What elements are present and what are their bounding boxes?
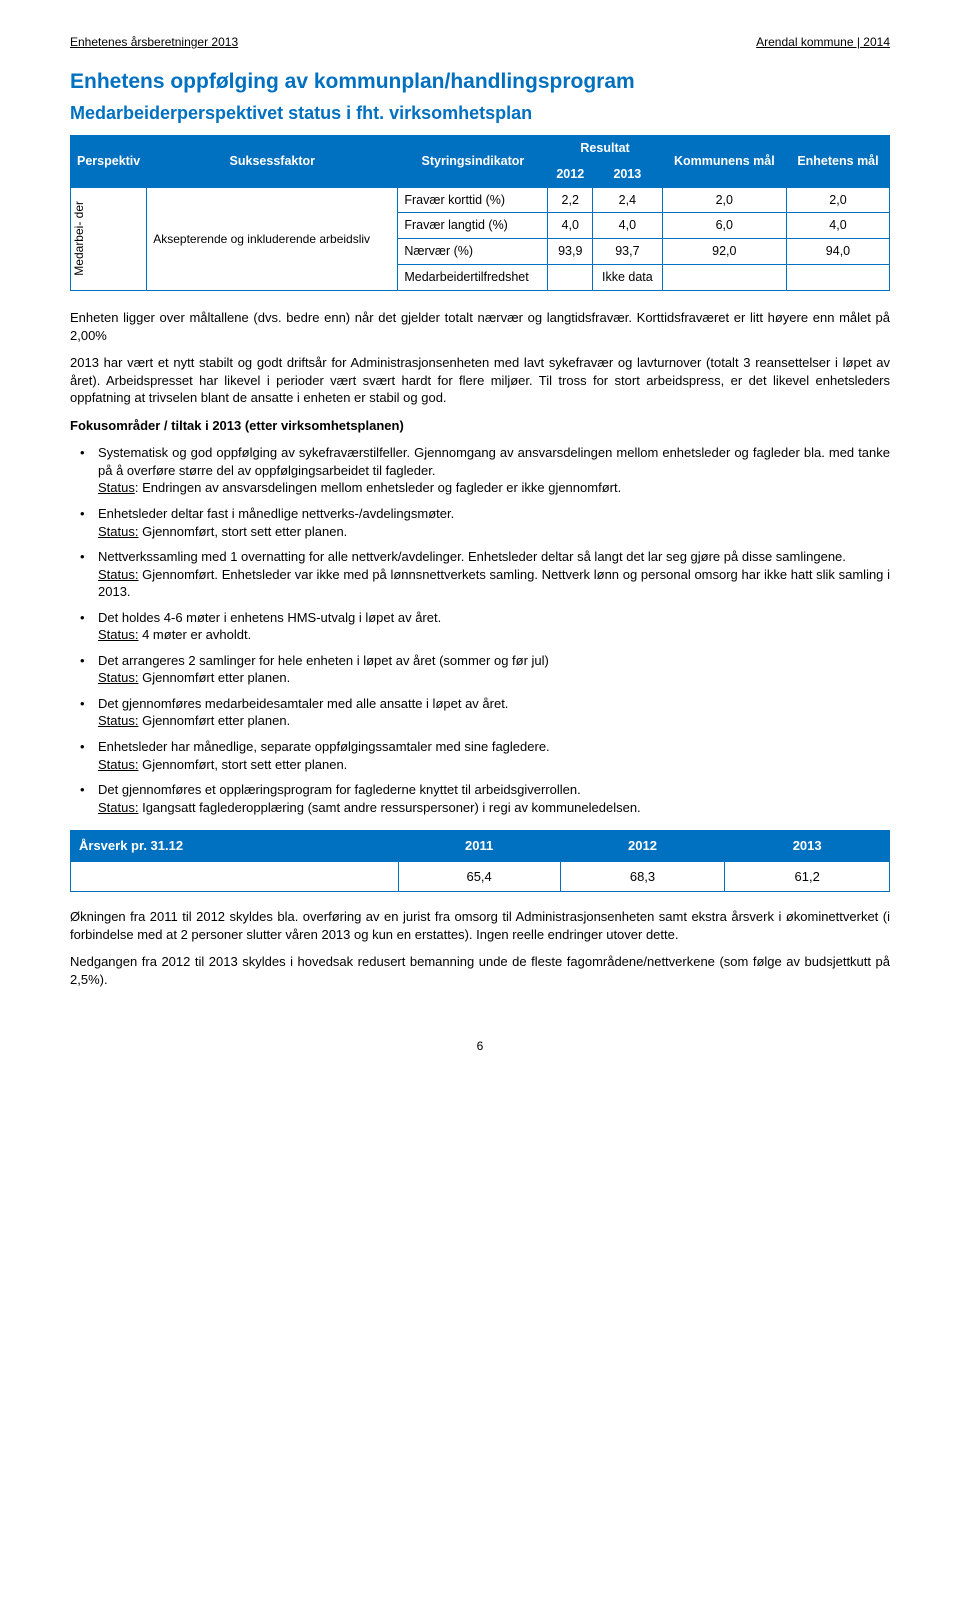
col-2012: 2012 [548,161,593,187]
fte-table: Årsverk pr. 31.12 2011 2012 2013 65,4 68… [70,830,890,892]
cell [71,861,399,892]
cell: 2,0 [662,187,786,213]
cell: 94,0 [786,239,889,265]
status-text: : Endringen av ansvarsdelingen mellom en… [135,480,621,495]
cell: 2,2 [548,187,593,213]
cell: 4,0 [593,213,663,239]
page-header: Enhetenes årsberetninger 2013 Arendal ko… [70,34,890,50]
status-text: Gjennomført. Enhetsleder var ikke med på… [98,567,890,600]
status-label: Status [98,480,135,495]
cell: 68,3 [560,861,725,892]
list-item: Enhetsleder har månedlige, separate oppf… [70,738,890,773]
status-text: Gjennomført etter planen. [138,713,290,728]
paragraph: 2013 har vært et nytt stabilt og godt dr… [70,354,890,407]
cell [786,265,889,291]
cell: 2,4 [593,187,663,213]
status-label: Status: [98,524,138,539]
list-item: Det holdes 4-6 møter i enhetens HMS-utva… [70,609,890,644]
status-label: Status: [98,800,138,815]
status-text: 4 møter er avholdt. [138,627,251,642]
fte-head-2013: 2013 [725,831,890,862]
header-right: Arendal kommune | 2014 [756,34,890,50]
indicator-label: Fravær langtid (%) [398,213,548,239]
fte-head-2012: 2012 [560,831,725,862]
status-text: Igangsatt faglederopplæring (samt andre … [138,800,640,815]
suksess-cell: Aksepterende og inkluderende arbeidsliv [147,187,398,291]
list-item: Enhetsleder deltar fast i månedlige nett… [70,505,890,540]
bullet-body: Det gjennomføres medarbeidesamtaler med … [98,696,508,711]
bullet-body: Det holdes 4-6 møter i enhetens HMS-utva… [98,610,441,625]
list-item: Det gjennomføres medarbeidesamtaler med … [70,695,890,730]
fokus-heading: Fokusområder / tiltak i 2013 (etter virk… [70,417,890,435]
indicator-table: Perspektiv Suksessfaktor Styringsindikat… [70,135,890,291]
status-label: Status: [98,627,138,642]
bullet-body: Enhetsleder deltar fast i månedlige nett… [98,506,454,521]
col-2013: 2013 [593,161,663,187]
col-kommune: Kommunens mål [662,135,786,187]
status-text: Gjennomført, stort sett etter planen. [138,757,347,772]
bullet-list: Systematisk og god oppfølging av sykefra… [70,444,890,816]
col-suksess: Suksessfaktor [147,135,398,187]
col-enhet: Enhetens mål [786,135,889,187]
bullet-body: Det arrangeres 2 samlinger for hele enhe… [98,653,549,668]
cell: 2,0 [786,187,889,213]
col-indikator: Styringsindikator [398,135,548,187]
col-resultat: Resultat [548,135,662,161]
cell: 4,0 [786,213,889,239]
cell: 61,2 [725,861,890,892]
cell: 93,7 [593,239,663,265]
cell: 92,0 [662,239,786,265]
status-label: Status: [98,567,138,582]
paragraph: Økningen fra 2011 til 2012 skyldes bla. … [70,908,890,943]
cell [662,265,786,291]
status-label: Status: [98,757,138,772]
page-subtitle: Medarbeiderperspektivet status i fht. vi… [70,101,890,125]
indicator-label: Fravær korttid (%) [398,187,548,213]
bullet-body: Systematisk og god oppfølging av sykefra… [98,445,890,478]
status-label: Status: [98,713,138,728]
bullet-body: Nettverkssamling med 1 overnatting for a… [98,549,846,564]
table-row: 65,4 68,3 61,2 [71,861,890,892]
list-item: Det gjennomføres et opplæringsprogram fo… [70,781,890,816]
cell [548,265,593,291]
table-row: Medarbei- der Aksepterende og inkluderen… [71,187,890,213]
bullet-body: Enhetsleder har månedlige, separate oppf… [98,739,550,754]
status-text: Gjennomført etter planen. [138,670,290,685]
list-item: Systematisk og god oppfølging av sykefra… [70,444,890,497]
cell: 4,0 [548,213,593,239]
paragraph: Enheten ligger over måltallene (dvs. bed… [70,309,890,344]
indicator-label: Medarbeidertilfredshet [398,265,548,291]
cell: Ikke data [593,265,663,291]
status-text: Gjennomført, stort sett etter planen. [138,524,347,539]
cell: 6,0 [662,213,786,239]
col-perspektiv: Perspektiv [71,135,147,187]
cell: 93,9 [548,239,593,265]
page-number: 6 [70,1038,890,1054]
list-item: Det arrangeres 2 samlinger for hele enhe… [70,652,890,687]
status-label: Status: [98,670,138,685]
header-left: Enhetenes årsberetninger 2013 [70,34,238,50]
indicator-label: Nærvær (%) [398,239,548,265]
cell: 65,4 [398,861,560,892]
fte-head-2011: 2011 [398,831,560,862]
perspektiv-cell: Medarbei- der [71,199,87,278]
page-title: Enhetens oppfølging av kommunplan/handli… [70,68,890,96]
list-item: Nettverkssamling med 1 overnatting for a… [70,548,890,601]
fte-head-label: Årsverk pr. 31.12 [71,831,399,862]
bullet-body: Det gjennomføres et opplæringsprogram fo… [98,782,581,797]
paragraph: Nedgangen fra 2012 til 2013 skyldes i ho… [70,953,890,988]
